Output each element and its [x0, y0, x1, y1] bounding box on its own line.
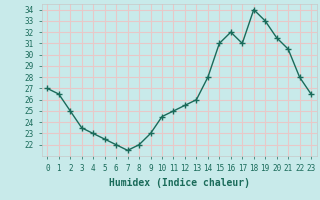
X-axis label: Humidex (Indice chaleur): Humidex (Indice chaleur) [109, 178, 250, 188]
